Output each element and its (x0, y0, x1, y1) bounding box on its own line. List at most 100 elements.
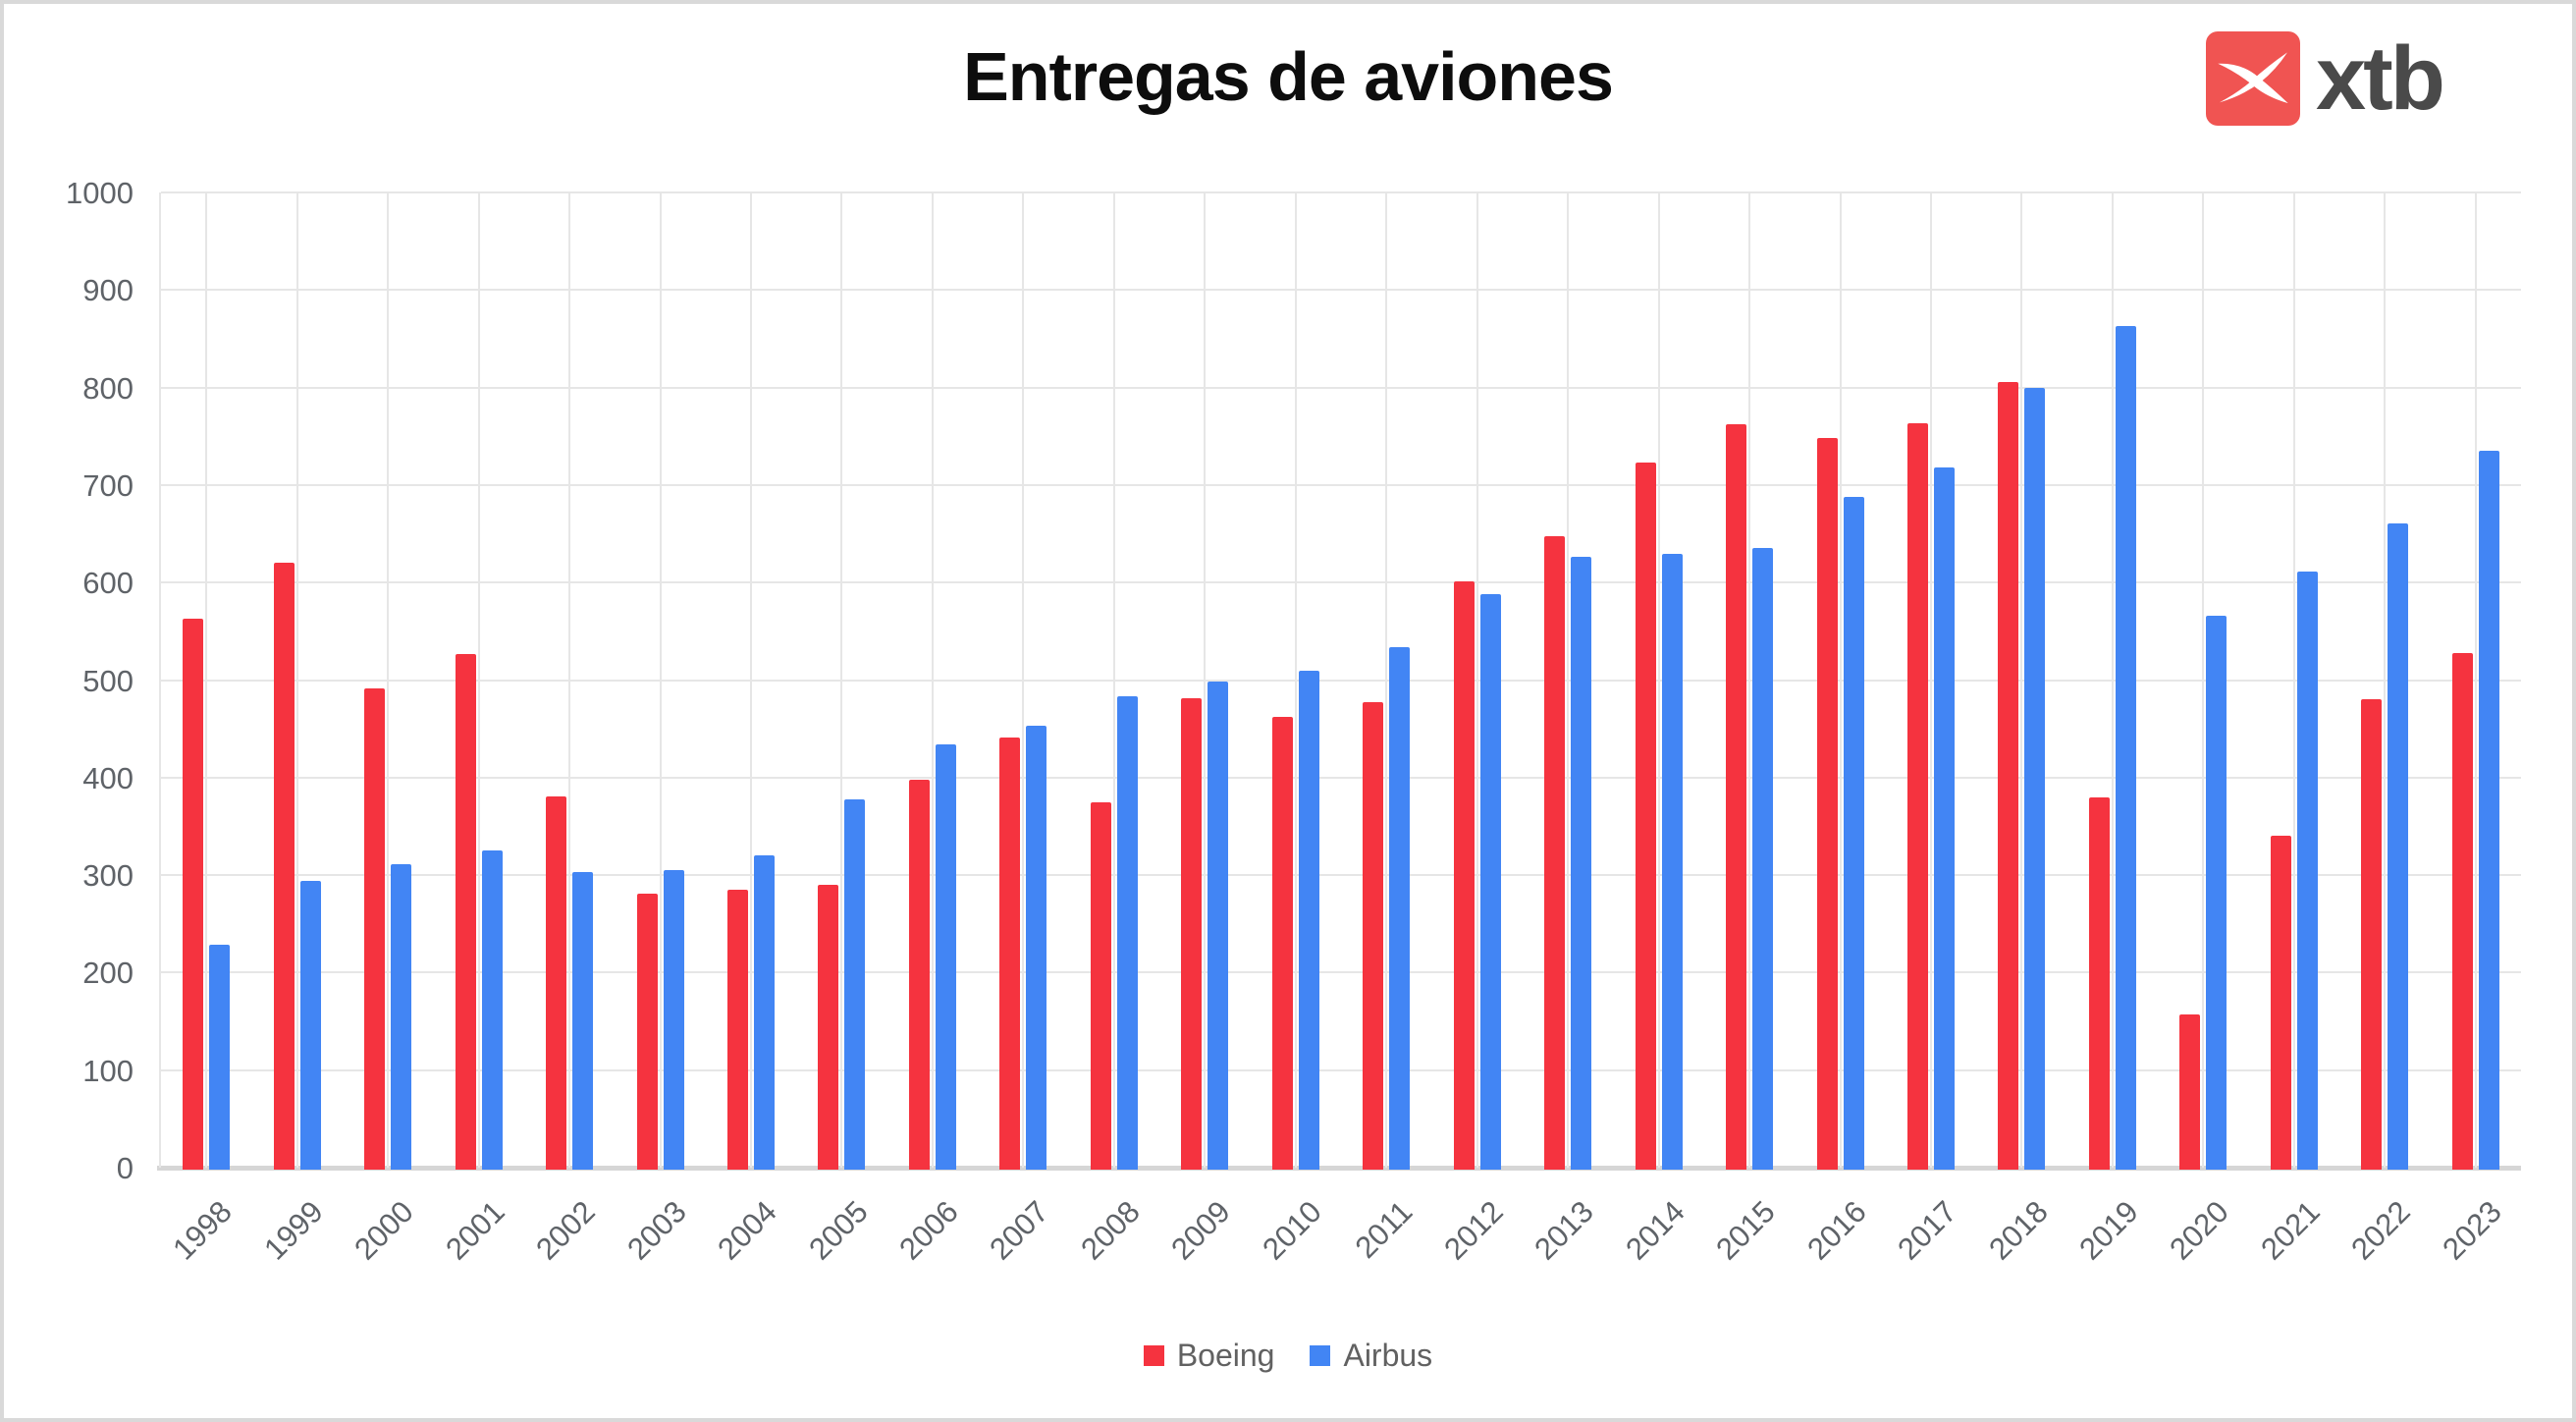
x-axis-tick-2019: 2019 (2072, 1194, 2145, 1267)
x-axis-tick-2010: 2010 (1256, 1194, 1328, 1267)
gridline-v-2020 (2202, 192, 2205, 1168)
bar-airbus-2021 (2296, 572, 2318, 1170)
x-axis-tick-2000: 2000 (348, 1194, 420, 1267)
gridline-v-2005 (840, 192, 843, 1168)
legend-label-boeing: Boeing (1176, 1338, 1275, 1373)
bar-boeing-2008 (1090, 802, 1111, 1170)
bar-airbus-2018 (2024, 388, 2046, 1170)
legend-label-airbus: Airbus (1343, 1338, 1433, 1373)
bar-boeing-2004 (727, 890, 748, 1170)
bar-airbus-2019 (2115, 326, 2136, 1170)
gridline-v-2000 (387, 192, 390, 1168)
x-axis-tick-2020: 2020 (2163, 1194, 2236, 1267)
bar-airbus-2000 (391, 864, 412, 1170)
chart-title: Entregas de aviones (963, 38, 1614, 115)
bar-airbus-2009 (1208, 682, 1229, 1170)
gridline-v-2015 (1748, 192, 1751, 1168)
y-axis-tick-800: 800 (82, 370, 134, 406)
legend-swatch-boeing (1143, 1345, 1164, 1366)
bar-airbus-2007 (1026, 726, 1047, 1170)
bar-airbus-2010 (1298, 671, 1319, 1170)
x-axis-tick-2003: 2003 (619, 1194, 693, 1267)
x-axis-line (157, 1166, 2521, 1171)
x-axis-tick-2009: 2009 (1164, 1194, 1238, 1267)
xtb-x-icon (2206, 31, 2300, 126)
gridline-h-800 (161, 386, 2521, 389)
x-axis-tick-2016: 2016 (1799, 1194, 1873, 1267)
gridline-h-300 (161, 874, 2521, 877)
gridline-v-2009 (1204, 192, 1207, 1168)
bar-boeing-2006 (908, 780, 930, 1170)
bar-airbus-2014 (1661, 554, 1683, 1170)
gridline-v-2022 (2384, 192, 2387, 1168)
bar-airbus-1998 (209, 945, 231, 1170)
x-axis-tick-2014: 2014 (1618, 1194, 1691, 1267)
gridline-v-2004 (750, 192, 752, 1168)
gridline-h-1000 (161, 191, 2521, 193)
x-axis-tick-2015: 2015 (1709, 1194, 1782, 1267)
gridline-v-2021 (2292, 192, 2295, 1168)
bar-chart: 0 100 200 300 400 500 600 700 800 900 1000 1998 1999… (4, 4, 2572, 1418)
bar-airbus-1999 (299, 881, 321, 1170)
chart-legend: Boeing Airbus (4, 1338, 2572, 1374)
gridline-v-2003 (659, 192, 662, 1168)
bar-boeing-2018 (1998, 382, 2019, 1170)
x-axis-tick-2001: 2001 (438, 1194, 511, 1267)
y-axis-tick-900: 900 (82, 273, 134, 308)
bar-boeing-2009 (1181, 698, 1203, 1170)
legend-swatch-airbus (1310, 1345, 1331, 1366)
bar-airbus-2012 (1479, 594, 1501, 1170)
gridline-v-1999 (295, 192, 298, 1168)
gridline-v-2023 (2474, 192, 2477, 1168)
gridline-h-100 (161, 1068, 2521, 1071)
x-axis-tick-2006: 2006 (892, 1194, 965, 1267)
y-axis-tick-100: 100 (82, 1053, 134, 1088)
bar-boeing-2022 (2361, 699, 2383, 1170)
legend-item-boeing: Boeing (1143, 1338, 1275, 1374)
gridline-v-1998 (205, 192, 208, 1168)
x-axis-tick-2007: 2007 (983, 1194, 1056, 1267)
bar-boeing-2020 (2179, 1014, 2201, 1170)
y-axis-tick-400: 400 (82, 760, 134, 795)
gridline-h-200 (161, 971, 2521, 974)
x-axis-tick-2005: 2005 (801, 1194, 875, 1267)
bar-airbus-2013 (1571, 557, 1592, 1170)
bar-boeing-2013 (1544, 536, 1566, 1170)
y-axis-tick-500: 500 (82, 663, 134, 698)
bar-boeing-2012 (1453, 581, 1475, 1170)
x-axis-tick-2022: 2022 (2344, 1194, 2418, 1267)
xtb-logo-text: xtb (2316, 28, 2445, 129)
gridline-v-2006 (931, 192, 934, 1168)
gridline-v-2011 (1385, 192, 1388, 1168)
bar-airbus-2002 (572, 872, 594, 1170)
x-axis-tick-1999: 1999 (256, 1194, 330, 1267)
bar-boeing-1998 (183, 619, 204, 1170)
y-axis-tick-200: 200 (82, 956, 134, 991)
bar-boeing-2023 (2451, 653, 2473, 1170)
bar-airbus-2005 (844, 799, 866, 1170)
bar-airbus-2004 (754, 855, 775, 1170)
gridline-v-2014 (1657, 192, 1660, 1168)
gridline-v-2001 (477, 192, 480, 1168)
gridline-v-2017 (1930, 192, 1932, 1168)
bar-boeing-2001 (455, 654, 476, 1170)
bar-boeing-2002 (546, 796, 567, 1170)
gridline-v-2019 (2111, 192, 2114, 1168)
y-axis-tick-600: 600 (82, 566, 134, 601)
gridline-v-2012 (1476, 192, 1478, 1168)
bar-boeing-2016 (1816, 438, 1838, 1170)
gridline-v-2002 (568, 192, 571, 1168)
bar-boeing-2010 (1271, 717, 1293, 1170)
bar-boeing-2007 (999, 738, 1021, 1170)
y-axis-tick-700: 700 (82, 467, 134, 503)
gridline-v-2013 (1567, 192, 1570, 1168)
x-axis-tick-2002: 2002 (529, 1194, 602, 1267)
bar-airbus-2020 (2206, 616, 2227, 1170)
x-axis-tick-2021: 2021 (2254, 1194, 2327, 1267)
y-axis-tick-300: 300 (82, 858, 134, 894)
gridline-h-900 (161, 289, 2521, 292)
gridline-v-2016 (1839, 192, 1842, 1168)
bar-airbus-2015 (1752, 548, 1774, 1170)
gridline-v-2018 (2020, 192, 2023, 1168)
